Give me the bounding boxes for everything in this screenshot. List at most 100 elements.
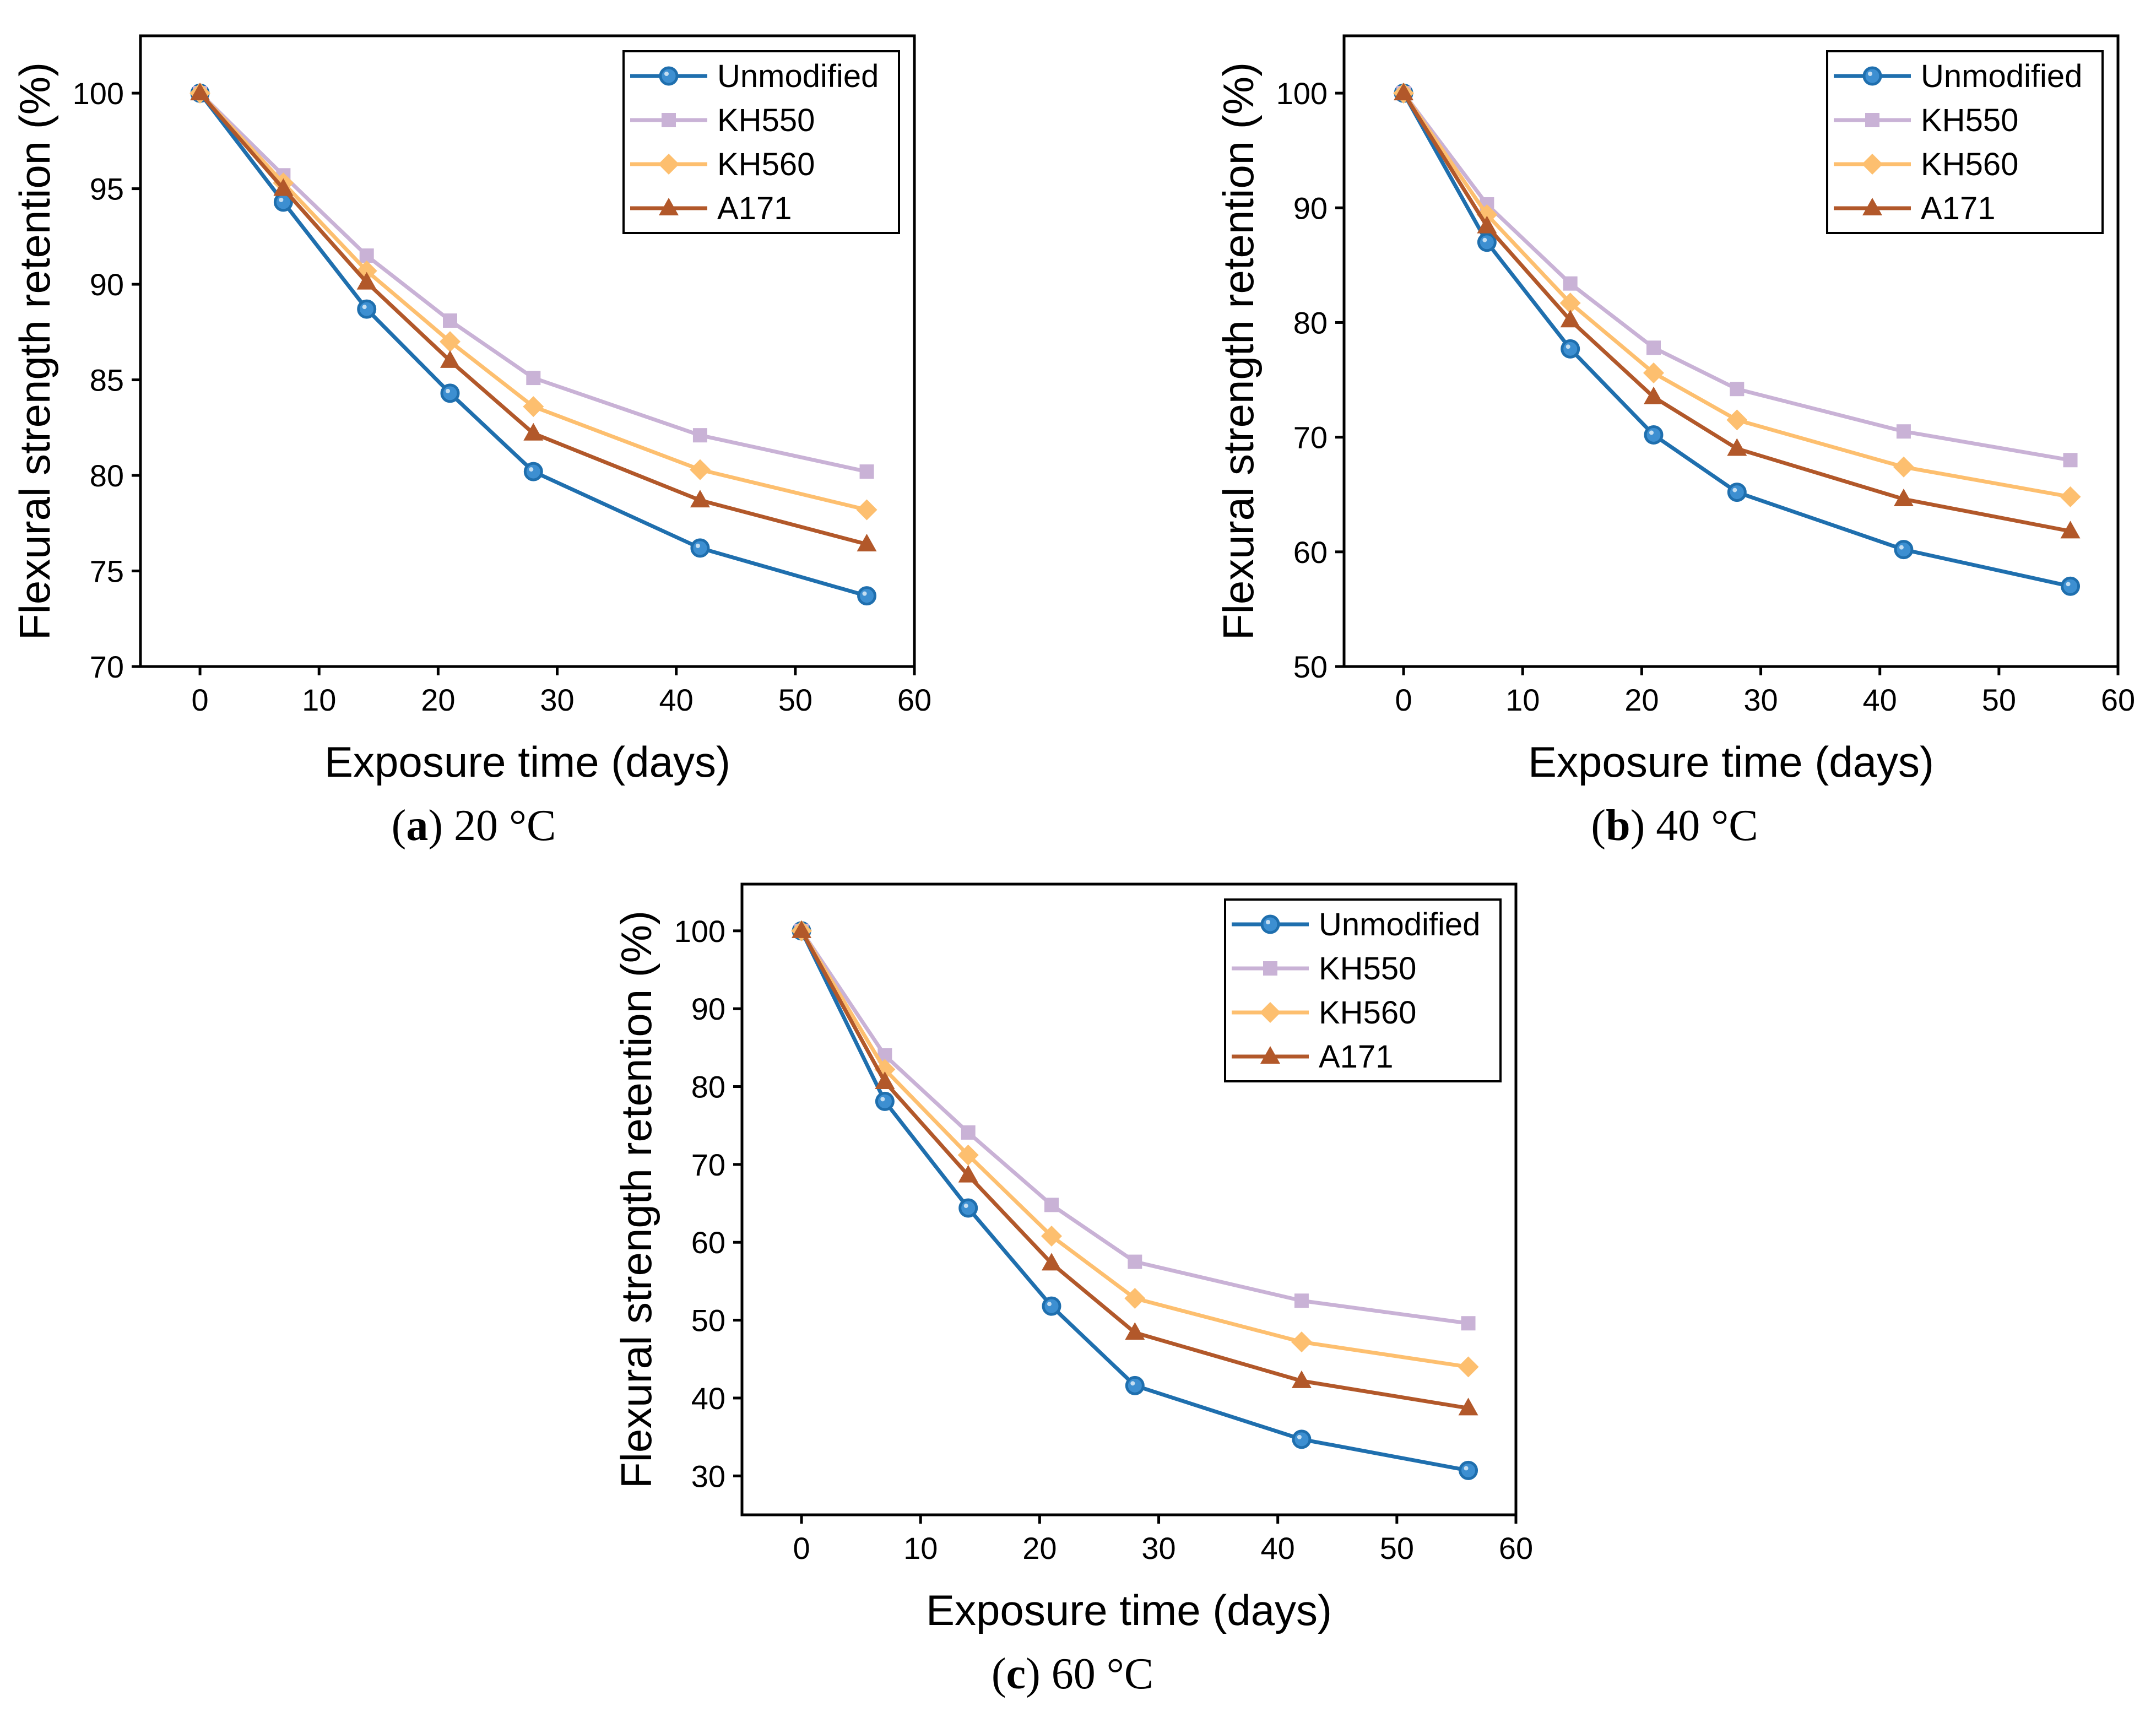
data-point-unmodified-highlight: [279, 197, 284, 202]
data-point-kh550: [1461, 1316, 1476, 1331]
panel-c: 0 10 20 30 40 50 60 30 40 50 60 70 80 90 100 Exposure t…: [612, 882, 1533, 1698]
data-point-unmodified-highlight: [446, 388, 450, 393]
legend-label: KH560: [1921, 147, 2018, 182]
x-tick-label: 30: [540, 683, 574, 717]
data-point-kh550: [526, 371, 541, 386]
y-tick-label: 70: [1293, 420, 1328, 455]
data-point-unmodified: [857, 586, 877, 606]
data-point-unmodified: [1894, 540, 1914, 560]
data-point-kh560: [2060, 486, 2081, 507]
x-tick-label: 0: [1395, 683, 1412, 717]
legend-marker-kh560: [1260, 1002, 1281, 1023]
data-point-kh550: [1128, 1254, 1142, 1269]
legend-marker-a171: [1862, 198, 1882, 215]
x-tick-label: 60: [2101, 683, 2135, 717]
data-point-a171: [1893, 489, 1914, 507]
data-point-kh550: [1044, 1198, 1059, 1212]
y-tick-label: 100: [73, 76, 124, 111]
data-point-unmodified-highlight: [1565, 344, 1570, 349]
legend-marker-kh550: [1263, 961, 1277, 976]
y-tick-label: 60: [691, 1225, 725, 1260]
data-point-unmodified: [1727, 483, 1747, 502]
data-point-unmodified-highlight: [1464, 1466, 1469, 1471]
data-point-kh560: [523, 396, 544, 418]
data-point-a171: [792, 920, 812, 938]
panel-caption: (b) 40 °C: [1591, 801, 1758, 850]
panel-caption: (c) 60 °C: [992, 1650, 1153, 1698]
plot-frame: [740, 882, 1518, 1516]
data-point-a171: [356, 272, 377, 290]
data-point-kh560: [1291, 1331, 1312, 1353]
data-point-kh560: [689, 459, 711, 480]
y-tick-label: 40: [691, 1381, 725, 1416]
legend-label: Unmodified: [1319, 907, 1480, 943]
legend-marker-unmodified: [1260, 914, 1280, 934]
data-point-unmodified-highlight: [1649, 430, 1654, 435]
y-tick-label: 50: [691, 1303, 725, 1338]
data-point-kh550: [961, 1125, 976, 1140]
legend-marker-a171: [1260, 1046, 1280, 1064]
data-point-kh550: [1896, 424, 1911, 439]
x-tick-label: 10: [1505, 683, 1540, 717]
y-tick-label: 100: [1276, 76, 1328, 111]
x-axis-title: Exposure time (days): [1528, 738, 1934, 786]
legend-label: KH550: [1921, 102, 2018, 138]
y-tick-label: 85: [90, 363, 124, 398]
data-point-unmodified: [440, 383, 460, 403]
legend-marker-unmodified-highlight: [1868, 72, 1872, 76]
data-point-kh560: [440, 331, 461, 353]
y-tick-label: 90: [1293, 191, 1328, 225]
data-point-a171: [190, 83, 210, 101]
x-tick-label: 20: [1624, 683, 1659, 717]
data-point-kh560: [957, 1144, 979, 1166]
x-tick-label: 0: [191, 683, 208, 717]
data-point-a171: [1042, 1253, 1061, 1271]
data-point-kh550: [1646, 340, 1661, 355]
y-tick-label: 80: [90, 458, 124, 493]
data-point-kh560: [856, 499, 877, 521]
x-tick-label: 20: [1022, 1531, 1057, 1566]
data-point-unmodified: [1459, 1460, 1478, 1480]
data-point-unmodified: [523, 462, 543, 481]
data-point-kh550: [2063, 453, 2078, 468]
panel-b: 0 10 20 30 40 50 60 50 60 70 80 90 100 Exposure time …: [1214, 34, 2135, 850]
legend-marker-kh560: [1862, 154, 1883, 175]
data-point-kh550: [1294, 1293, 1309, 1308]
y-tick-label: 100: [674, 914, 725, 949]
data-point-unmodified-highlight: [1732, 488, 1737, 492]
y-axis-title: Flexural strength retention (%): [1214, 62, 1263, 640]
legend-marker-a171: [659, 198, 679, 215]
x-tick-label: 10: [302, 683, 336, 717]
data-point-a171: [440, 350, 460, 368]
data-point-a171: [1458, 1398, 1478, 1416]
data-point-unmodified-highlight: [362, 305, 367, 310]
data-point-a171: [273, 178, 294, 196]
data-point-unmodified-highlight: [862, 591, 867, 596]
x-tick-label: 60: [897, 683, 931, 717]
data-point-kh560: [1643, 362, 1664, 384]
data-point-kh550: [1730, 382, 1745, 397]
y-tick-label: 95: [90, 172, 124, 207]
y-tick-label: 30: [691, 1459, 725, 1493]
legend-marker-unmodified-highlight: [664, 72, 669, 76]
legend-label: A171: [1921, 191, 1995, 226]
x-tick-label: 40: [1261, 1531, 1295, 1566]
legend-marker-kh560: [658, 154, 679, 175]
data-point-unmodified-highlight: [2066, 582, 2071, 587]
x-tick-label: 20: [421, 683, 455, 717]
data-point-kh550: [359, 248, 374, 263]
data-point-unmodified-highlight: [695, 543, 700, 548]
data-point-unmodified-highlight: [1297, 1434, 1302, 1439]
x-axis-title: Exposure time (days): [324, 738, 730, 786]
data-point-a171: [1727, 438, 1747, 456]
y-tick-label: 70: [90, 649, 124, 684]
y-tick-label: 50: [1293, 649, 1328, 684]
data-point-a171: [958, 1164, 978, 1183]
data-point-a171: [1394, 83, 1414, 101]
data-point-unmodified: [1292, 1429, 1312, 1449]
x-tick-label: 10: [903, 1531, 938, 1566]
legend-label: Unmodified: [1921, 58, 2082, 94]
data-point-unmodified: [1042, 1296, 1061, 1316]
legend-label: A171: [1319, 1039, 1393, 1075]
